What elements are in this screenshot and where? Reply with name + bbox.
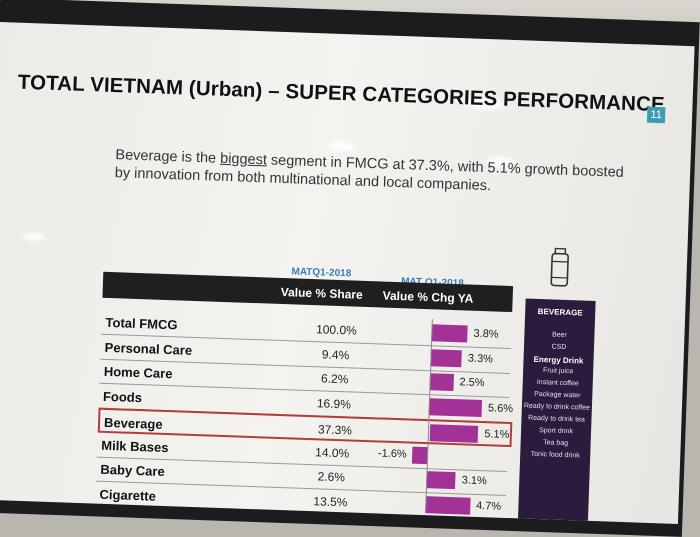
- change-bar: [430, 348, 463, 367]
- beverage-panel-heading: BEVERAGE: [537, 306, 583, 318]
- row-share: 9.4%: [321, 346, 350, 362]
- change-label: -1.6%: [377, 446, 407, 460]
- row-category: Cigarette: [99, 486, 157, 504]
- beverage-item: Instant coffee: [536, 378, 579, 388]
- row-share: 37.3%: [317, 422, 353, 438]
- row-category: Foods: [102, 388, 143, 405]
- change-label: 3.3%: [467, 352, 494, 365]
- slide-title: TOTAL VIETNAM (Urban) – SUPER CATEGORIES…: [17, 70, 666, 117]
- change-bar: [425, 471, 457, 490]
- beverage-item: Energy Drink: [533, 354, 584, 366]
- row-category: Total FMCG: [105, 314, 178, 333]
- beverage-item: Ready to drink coffee: [523, 402, 591, 412]
- period-share-label: MATQ1-2018: [291, 266, 352, 280]
- row-share: 14.0%: [314, 444, 350, 460]
- row-category: Home Care: [103, 363, 173, 382]
- header-change: Value % Chg YA: [382, 288, 474, 306]
- row-share: 100.0%: [315, 322, 358, 338]
- beverage-item: Package water: [534, 390, 581, 400]
- subtitle-highlight: biggest: [219, 150, 268, 169]
- row-category: Milk Bases: [101, 437, 169, 455]
- change-label: 3.8%: [473, 327, 499, 341]
- ceiling-light-reflection: [328, 141, 356, 152]
- ceiling-light-reflection: [22, 232, 45, 241]
- beverage-item: Tonic food drink: [530, 450, 580, 460]
- beverage-panel: BEVERAGE Beer CSD Energy Drink Fruit juice I…: [517, 298, 596, 521]
- row-share: 13.5%: [313, 493, 348, 509]
- change-label: 5.6%: [487, 401, 514, 415]
- tv-screen: TOTAL VIETNAM (Urban) – SUPER CATEGORIES…: [0, 22, 695, 524]
- beverage-item: Fruit juice: [542, 367, 574, 376]
- change-bar: [429, 373, 454, 392]
- beverage-item: Ready to drink tea: [527, 414, 585, 424]
- header-share: Value % Share: [280, 284, 363, 302]
- row-category: Beverage: [103, 414, 163, 432]
- change-label: 5.1%: [484, 428, 510, 442]
- slide-subtitle: Beverage is the biggest segment in FMCG …: [114, 146, 635, 200]
- change-label: 2.5%: [459, 376, 485, 390]
- row-share: 6.2%: [320, 371, 349, 387]
- row-category: Baby Care: [100, 461, 165, 480]
- change-bar: [425, 495, 471, 515]
- change-label: 3.1%: [461, 474, 487, 488]
- change-bar: [431, 324, 468, 343]
- row-share: 16.9%: [316, 395, 352, 411]
- beverage-item: Tea bag: [543, 439, 569, 448]
- beverage-can-icon: [550, 247, 569, 287]
- beverage-item: CSD: [551, 343, 567, 351]
- change-bar: [429, 424, 479, 443]
- row-category: Personal Care: [104, 339, 193, 358]
- change-label: 4.7%: [475, 499, 502, 513]
- subtitle-text-1: Beverage is the: [115, 147, 221, 167]
- beverage-item: Beer: [551, 331, 567, 339]
- change-bar: [428, 397, 483, 417]
- change-bar: [411, 446, 428, 464]
- page-number: 11: [646, 106, 666, 124]
- beverage-item: Sport drink: [539, 427, 574, 436]
- row-share: 2.6%: [317, 469, 346, 485]
